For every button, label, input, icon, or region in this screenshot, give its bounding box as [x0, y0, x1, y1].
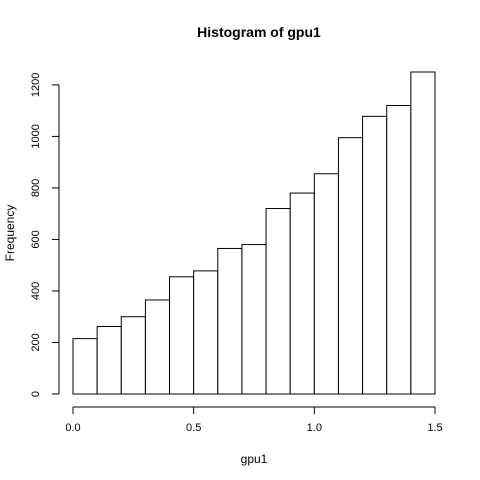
x-tick-label: 0.0: [65, 422, 80, 434]
y-axis-label: Frequency: [3, 205, 17, 262]
y-axis: 0 200 400 600 800 1000 1200: [30, 73, 60, 397]
x-tick-label: 1.5: [427, 422, 442, 434]
histogram-bar: [265, 208, 291, 395]
x-tick-label: 0.5: [186, 422, 201, 434]
y-tick-label: 600: [30, 230, 42, 248]
histogram-bar: [217, 247, 243, 395]
histogram-bar: [289, 192, 315, 395]
histogram-bar: [241, 244, 267, 395]
y-tick-label: 400: [30, 282, 42, 300]
histogram-bar: [144, 299, 171, 395]
x-axis-label: gpu1: [241, 452, 268, 466]
histogram-bar: [72, 338, 98, 395]
chart-title: Histogram of gpu1: [197, 24, 321, 40]
histogram-bar: [169, 276, 195, 395]
y-tick-label: 1200: [30, 73, 42, 97]
y-tick-label: 0: [30, 391, 42, 397]
histogram-bar: [410, 71, 436, 395]
histogram-bar: [120, 316, 146, 395]
histogram-bar: [96, 326, 122, 395]
y-tick-label: 200: [30, 333, 42, 351]
histogram-bar: [337, 137, 364, 395]
y-tick-label: 800: [30, 179, 42, 197]
histogram-bar: [313, 173, 339, 395]
histogram-bar: [386, 104, 412, 395]
x-axis: 0.0 0.5 1.0 1.5: [65, 406, 443, 434]
histogram-bar: [362, 115, 388, 395]
histogram-bar: [193, 270, 219, 395]
x-tick-label: 1.0: [307, 422, 322, 434]
y-tick-label: 1000: [30, 124, 42, 148]
histogram-bars: [72, 71, 436, 395]
